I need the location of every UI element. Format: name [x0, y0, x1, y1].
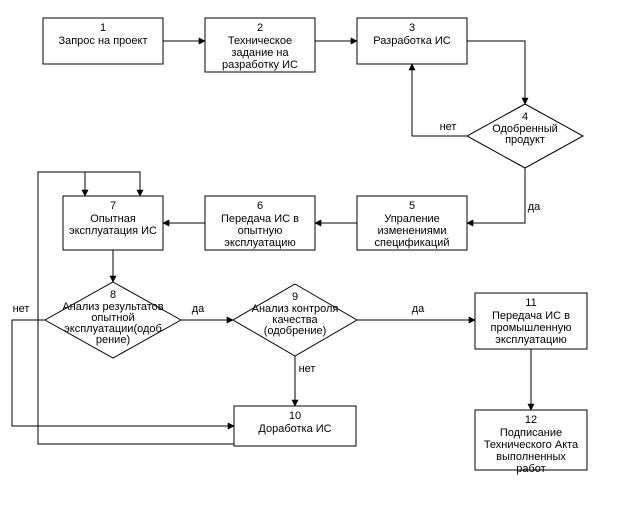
- node-number: 11: [525, 297, 536, 309]
- nodes-layer: 1Запрос на проект2Техническоезадание нар…: [43, 18, 587, 475]
- svg-text:изменениями: изменениями: [378, 225, 447, 237]
- node-number: 2: [257, 22, 263, 34]
- svg-text:Разработка ИС: Разработка ИС: [373, 35, 451, 47]
- edge-e3: [467, 41, 525, 104]
- node-n3: 3Разработка ИС: [357, 18, 467, 64]
- node-number: 6: [257, 200, 263, 212]
- svg-text:спецификаций: спецификаций: [375, 237, 450, 249]
- edge-label: да: [412, 303, 425, 315]
- node-n6: 6Передача ИС вопытнуюэксплуатацию: [205, 196, 315, 250]
- edge-e5: да: [467, 168, 541, 223]
- edge-e12: да: [357, 303, 475, 320]
- flowchart-canvas: нетдаданетнетда 1Запрос на проект2Технич…: [0, 0, 620, 511]
- svg-text:Передача ИС в: Передача ИС в: [492, 310, 570, 322]
- node-n11: 11Передача ИС впромышленнуюэксплуатацию: [475, 293, 587, 349]
- node-number: 3: [409, 22, 415, 34]
- node-n5: 5Упралениеизменениямиспецификаций: [357, 196, 467, 250]
- node-number: 7: [110, 200, 116, 212]
- svg-text:эксплуатацию: эксплуатацию: [495, 334, 566, 346]
- node-number: 4: [522, 111, 528, 123]
- node-n10: 10Доработка ИС: [234, 406, 356, 446]
- svg-text:Упраление: Упраление: [384, 213, 440, 225]
- svg-text:Передача ИС в: Передача ИС в: [221, 213, 299, 225]
- node-n8: 8Анализ результатовопытнойэксплуатации(о…: [45, 282, 181, 358]
- svg-text:Подписание: Подписание: [500, 427, 562, 439]
- node-number: 9: [292, 291, 298, 303]
- svg-text:промышленную: промышленную: [491, 322, 572, 334]
- node-n12: 12ПодписаниеТехнического Актавыполненных…: [475, 410, 587, 475]
- svg-text:опытную: опытную: [238, 225, 283, 237]
- node-n7: 7Опытнаяэксплуатация ИС: [63, 196, 163, 250]
- node-n9: 9Анализ контролякачества(одобрение): [233, 284, 357, 356]
- svg-text:эксплуатация ИС: эксплуатация ИС: [69, 225, 157, 237]
- edge-e4: нет: [412, 64, 467, 136]
- svg-text:выполненных: выполненных: [496, 451, 566, 463]
- edge-label: нет: [440, 121, 457, 133]
- edge-label: да: [192, 303, 205, 315]
- node-n1: 1Запрос на проект: [43, 18, 163, 64]
- svg-text:задание на: задание на: [231, 47, 289, 59]
- svg-text:работ: работ: [516, 463, 545, 475]
- svg-text:Запрос на проект: Запрос на проект: [58, 35, 147, 47]
- node-number: 12: [525, 414, 537, 426]
- node-number: 8: [110, 289, 116, 301]
- node-n4: 4Одобренныйпродукт: [467, 104, 583, 168]
- svg-text:Техническое: Техническое: [228, 35, 292, 47]
- svg-text:эксплуатацию: эксплуатацию: [224, 237, 295, 249]
- edge-e15: [85, 172, 140, 196]
- svg-text:Доработка ИС: Доработка ИС: [258, 423, 331, 435]
- node-number: 10: [289, 410, 301, 422]
- edge-label: нет: [299, 363, 316, 375]
- edge-e11: нет: [295, 356, 315, 406]
- node-number: 5: [409, 200, 415, 212]
- svg-text:рение): рение): [96, 334, 130, 346]
- svg-text:разработку ИС: разработку ИС: [222, 59, 298, 71]
- svg-text:Технического Акта: Технического Акта: [484, 439, 579, 451]
- svg-text:Опытная: Опытная: [90, 213, 136, 225]
- node-number: 1: [100, 22, 106, 34]
- edge-label: да: [528, 201, 541, 213]
- node-n2: 2Техническоезадание наразработку ИС: [205, 18, 315, 72]
- svg-text:(одобрение): (одобрение): [264, 325, 327, 337]
- svg-text:продукт: продукт: [505, 134, 545, 146]
- edge-e9: да: [181, 303, 233, 320]
- edge-label: нет: [13, 303, 30, 315]
